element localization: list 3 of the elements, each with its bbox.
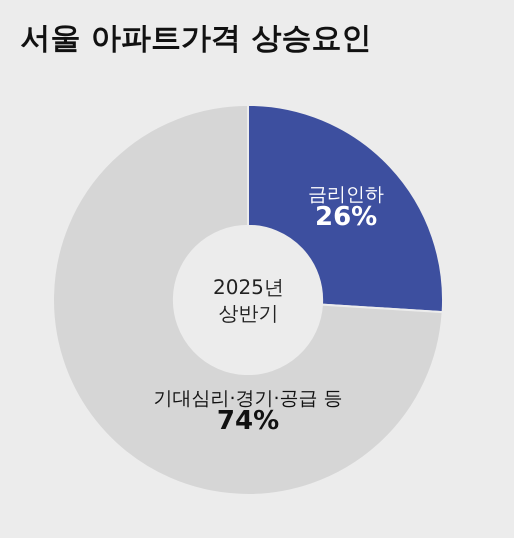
text: 2025년 상반기 — [213, 275, 284, 325]
donut-slice — [52, 104, 444, 496]
chart-title: 서울 아파트가격 상승요인 — [20, 21, 372, 56]
